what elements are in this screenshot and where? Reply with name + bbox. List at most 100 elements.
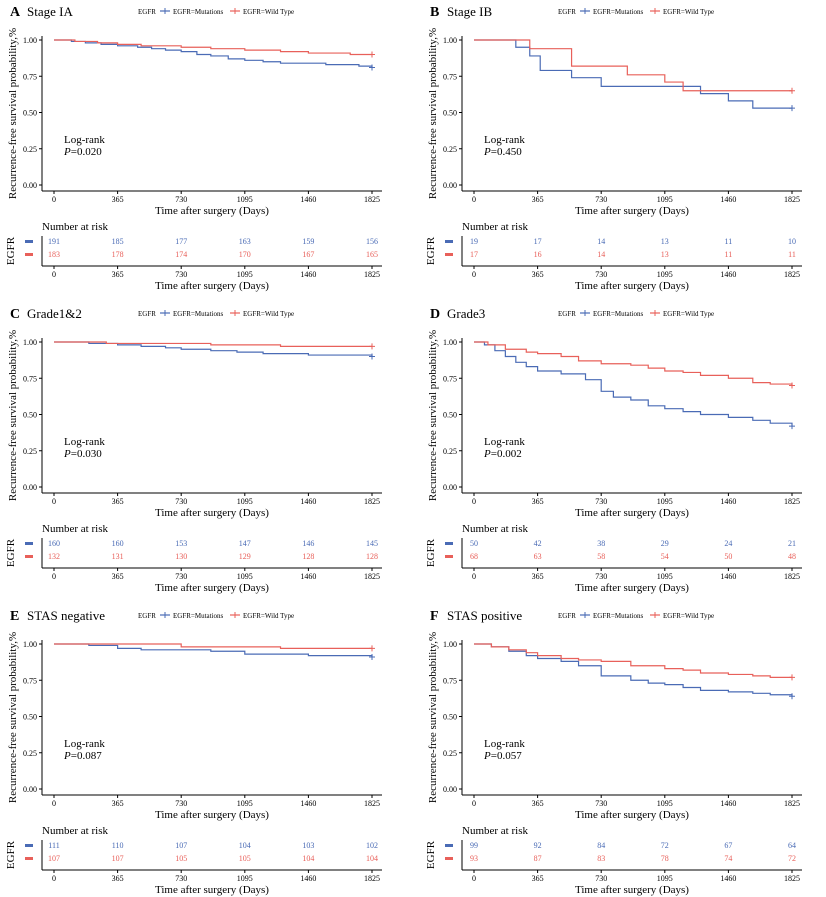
x-tick-label: 1825	[364, 195, 380, 204]
x-axis-label: Time after surgery (Days)	[575, 205, 689, 217]
risk-x-tick-label: 0	[52, 572, 56, 581]
risk-count: 191	[48, 237, 60, 246]
risk-count: 128	[366, 552, 378, 561]
risk-x-tick-label: 730	[175, 270, 187, 279]
risk-x-tick-label: 0	[52, 874, 56, 883]
risk-count: 50	[470, 539, 478, 548]
risk-count: 156	[366, 237, 378, 246]
censor-mark	[789, 87, 795, 94]
p-value: =0.057	[491, 750, 522, 762]
series-line-mutations	[54, 341, 373, 357]
legend: EGFR EGFR=Mutations EGFR=Wild Type	[558, 8, 714, 16]
panel-letter: C	[10, 307, 20, 322]
series-line-wild-type	[474, 39, 792, 92]
p-value: =0.450	[491, 146, 522, 158]
risk-count: 104	[366, 854, 378, 863]
risk-count: 11	[788, 250, 796, 259]
y-tick-label: 0.25	[443, 749, 457, 758]
risk-x-tick-label: 1095	[657, 572, 673, 581]
y-tick-label: 1.00	[23, 640, 37, 649]
x-axis-label: Time after surgery (Days)	[155, 507, 269, 519]
legend-title: EGFR	[558, 8, 576, 16]
risk-x-tick-label: 0	[472, 270, 476, 279]
legend: EGFR EGFR=Mutations EGFR=Wild Type	[558, 612, 714, 620]
risk-x-axis-label: Time after surgery (Days)	[155, 280, 269, 292]
risk-table-title: Number at risk	[42, 825, 108, 837]
risk-count: 17	[470, 250, 478, 259]
risk-x-tick-label: 1460	[720, 270, 736, 279]
risk-count: 13	[661, 250, 669, 259]
risk-table-label: EGFR	[425, 538, 437, 567]
risk-row-swatch	[445, 844, 453, 847]
risk-count: 110	[112, 841, 124, 850]
series-line-mutations	[474, 341, 793, 427]
x-tick-label: 1095	[657, 799, 673, 808]
risk-table-label: EGFR	[425, 840, 437, 869]
p-value: =0.002	[491, 448, 522, 460]
logrank-label: Log-rank	[64, 436, 105, 448]
risk-row-swatch	[445, 240, 453, 243]
x-tick-label: 365	[532, 195, 544, 204]
censor-mark	[789, 382, 795, 389]
risk-count: 104	[302, 854, 314, 863]
risk-count: 99	[470, 841, 478, 850]
risk-x-tick-label: 730	[175, 572, 187, 581]
x-tick-label: 1460	[720, 497, 736, 506]
x-tick-label: 0	[472, 799, 476, 808]
panel-title: Stage IB	[447, 4, 492, 19]
x-tick-label: 1825	[784, 799, 800, 808]
risk-table-title: Number at risk	[42, 523, 108, 535]
y-tick-label: 0.25	[23, 447, 37, 456]
risk-x-tick-label: 1095	[237, 874, 253, 883]
x-tick-label: 0	[52, 497, 56, 506]
series-line-wild-type	[54, 643, 372, 649]
p-symbol: P	[63, 146, 71, 158]
risk-row-swatch	[445, 857, 453, 860]
risk-count: 10	[788, 237, 796, 246]
legend-item: EGFR=Wild Type	[663, 8, 714, 16]
y-tick-label: 0.75	[443, 72, 457, 81]
risk-x-tick-label: 1460	[300, 572, 316, 581]
risk-count: 78	[661, 854, 669, 863]
risk-table: Number at risk EGFR 111 110 107 104 103 102 107 1…	[5, 825, 382, 896]
p-value-text: P=0.030	[63, 448, 102, 460]
risk-count: 163	[239, 237, 251, 246]
panel-e: E STAS negative EGFR EGFR=Mutations EGFR=Wil…	[5, 608, 382, 896]
risk-row-swatch	[25, 240, 33, 243]
risk-x-tick-label: 1825	[364, 572, 380, 581]
risk-count: 129	[239, 552, 251, 561]
risk-count: 68	[470, 552, 478, 561]
series-line-mutations	[54, 643, 373, 658]
risk-x-tick-label: 0	[472, 874, 476, 883]
y-tick-label: 0.75	[443, 374, 457, 383]
y-tick-label: 0.75	[23, 676, 37, 685]
legend-item: EGFR=Wild Type	[663, 612, 714, 620]
risk-count: 130	[175, 552, 187, 561]
y-tick-label: 0.25	[443, 447, 457, 456]
y-tick-label: 1.00	[23, 338, 37, 347]
y-tick-label: 0.00	[443, 785, 457, 794]
legend-title: EGFR	[138, 612, 156, 620]
series-line-wild-type	[474, 643, 792, 678]
risk-count: 19	[470, 237, 478, 246]
risk-x-tick-label: 1825	[784, 270, 800, 279]
risk-x-tick-label: 1460	[720, 572, 736, 581]
x-tick-label: 365	[532, 799, 544, 808]
censor-mark	[369, 645, 375, 652]
y-tick-label: 0.75	[23, 374, 37, 383]
risk-count: 67	[724, 841, 732, 850]
risk-table: Number at risk EGFR 191 185 177 163 159 156 183 1…	[5, 221, 382, 292]
risk-x-tick-label: 365	[532, 572, 544, 581]
x-tick-label: 1825	[784, 195, 800, 204]
x-tick-label: 1825	[364, 799, 380, 808]
p-symbol: P	[483, 146, 491, 158]
y-tick-label: 0.50	[23, 713, 37, 722]
legend: EGFR EGFR=Mutations EGFR=Wild Type	[558, 310, 714, 318]
legend-item: EGFR=Mutations	[593, 310, 644, 318]
risk-x-tick-label: 365	[532, 874, 544, 883]
risk-count: 72	[788, 854, 796, 863]
x-tick-label: 0	[472, 195, 476, 204]
risk-count: 92	[534, 841, 542, 850]
risk-count: 72	[661, 841, 669, 850]
risk-x-axis-label: Time after surgery (Days)	[155, 884, 269, 896]
